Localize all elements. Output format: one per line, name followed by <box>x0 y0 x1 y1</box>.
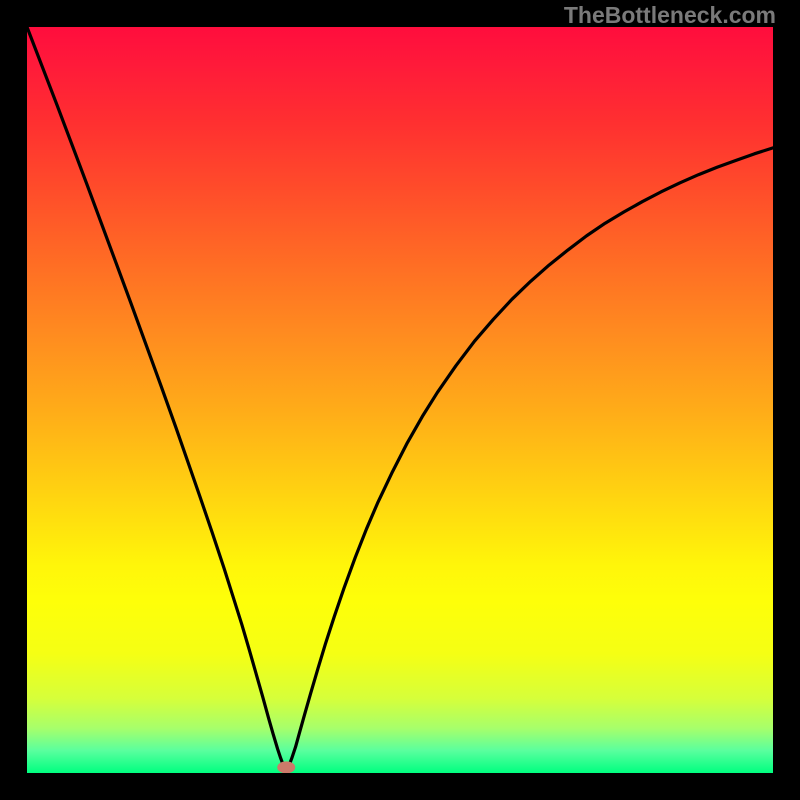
curve-svg <box>27 27 773 773</box>
plot-area <box>27 27 773 773</box>
chart-container: TheBottleneck.com <box>0 0 800 800</box>
watermark-text: TheBottleneck.com <box>564 2 776 29</box>
bottleneck-curve <box>27 27 773 767</box>
minimum-marker <box>277 761 295 773</box>
